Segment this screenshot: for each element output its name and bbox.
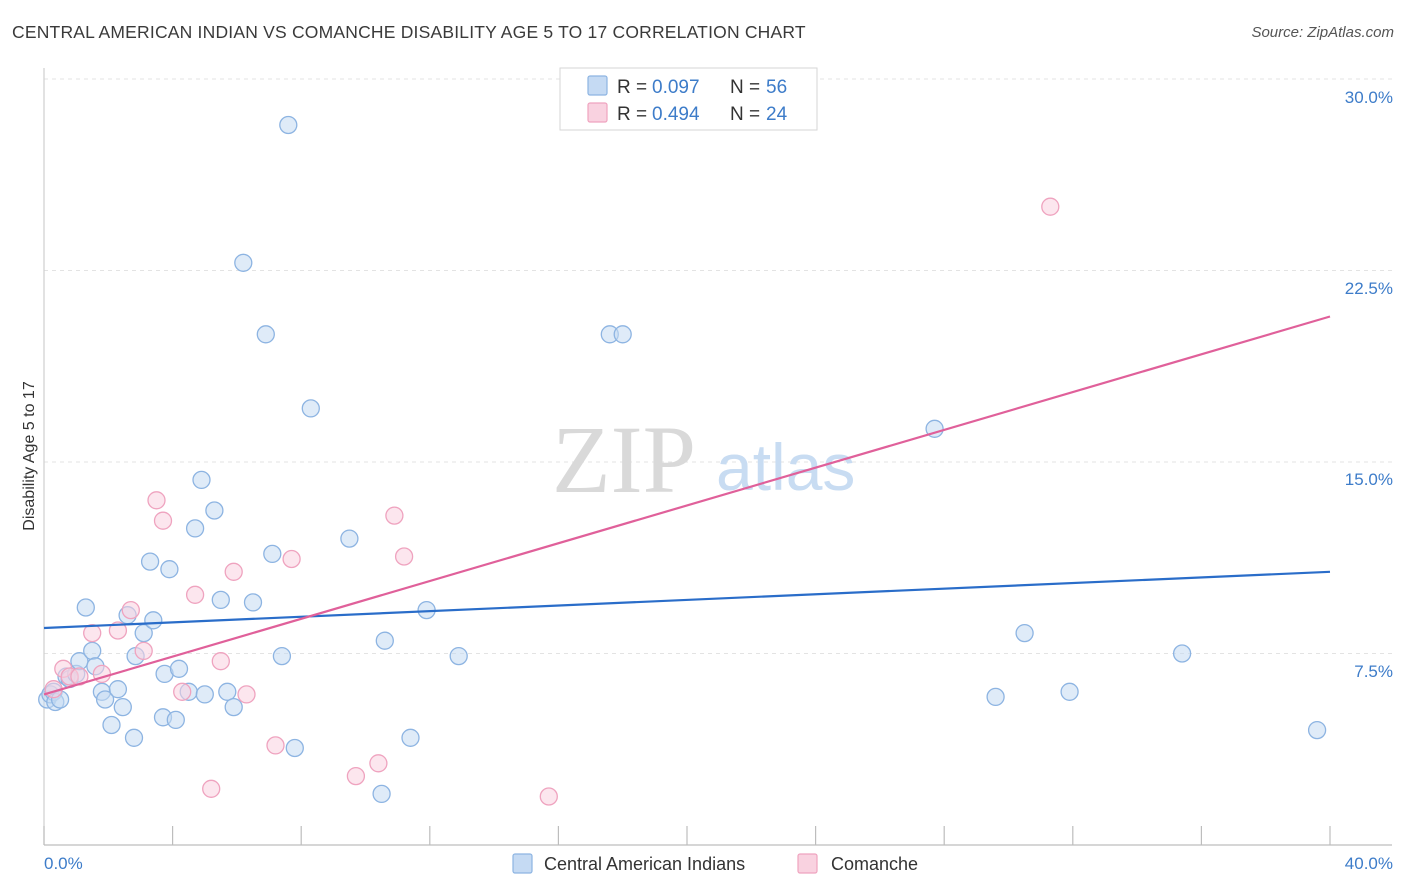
central-american-indians-point-21 [140, 552, 160, 571]
comanche-point-10 [153, 511, 173, 530]
legend-r-label-2: R = [617, 104, 647, 125]
comanche-point-15 [224, 562, 243, 581]
comanche-point-13 [202, 779, 221, 798]
source-label: Source: ZipAtlas.com [1251, 24, 1394, 41]
central-american-indians-point-53 [986, 687, 1005, 707]
watermark: ZIP atlas [552, 406, 855, 513]
comanche-point-6 [108, 621, 128, 640]
comanche-point-16 [237, 685, 256, 704]
central-american-indians-point-39 [263, 544, 282, 564]
central-american-indians-point-14 [102, 715, 121, 735]
central-american-indians-point-38 [256, 325, 275, 344]
legend-n-value-2: 24 [766, 104, 788, 125]
central-american-indians-point-13 [95, 690, 115, 709]
comanche-point-9 [147, 491, 166, 510]
legend-n-value-1: 56 [766, 77, 787, 98]
comanche-point-14 [211, 652, 230, 671]
central-american-indians-point-31 [195, 685, 214, 704]
comanche-point-19 [346, 766, 366, 786]
comanche-point-22 [394, 547, 414, 566]
legend-swatch-comanche [587, 102, 608, 123]
legend-r-label-1: R = [617, 77, 647, 98]
series-legend-label-comanche: Comanche [831, 854, 918, 874]
central-american-indians-point-43 [301, 399, 320, 418]
series-legend-swatch-comanche [797, 853, 818, 874]
central-american-indians-point-34 [218, 682, 237, 701]
central-american-indians-point-40 [272, 646, 292, 666]
central-american-indians-point-46 [375, 631, 394, 650]
data-points [38, 115, 1327, 806]
comanche-trend-line [43, 315, 1331, 696]
comanche-point-24 [1041, 197, 1060, 216]
axes [43, 68, 1392, 846]
central-american-indians-point-32 [205, 501, 224, 520]
central-american-indians-point-22 [144, 611, 163, 630]
comanche-point-18 [282, 549, 301, 569]
central-american-indians-point-37 [243, 593, 263, 612]
central-american-indians-trend-line [43, 570, 1331, 630]
comanche-point-20 [369, 754, 388, 773]
y-tick-label-30: 30.0% [1345, 88, 1393, 107]
central-american-indians-point-45 [372, 784, 391, 804]
legend-n-label-1: N = [730, 77, 760, 98]
central-american-indians-point-36 [234, 253, 253, 272]
central-american-indians-point-26 [166, 710, 185, 730]
legend-swatch-central-american-indians [587, 75, 608, 96]
legend-n-label-2: N = [730, 104, 760, 125]
comanche-point-7 [121, 600, 140, 620]
legend-r-value-1: 0.097 [652, 77, 700, 98]
chart-title: CENTRAL AMERICAN INDIAN VS COMANCHE DISA… [12, 22, 806, 42]
central-american-indians-point-56 [1172, 644, 1192, 663]
central-american-indians-point-49 [449, 646, 468, 666]
central-american-indians-point-33 [211, 590, 230, 610]
central-american-indians-point-16 [113, 697, 132, 717]
comanche-point-4 [83, 623, 102, 643]
watermark-atlas: atlas [716, 430, 855, 504]
central-american-indians-point-30 [192, 470, 211, 490]
central-american-indians-point-29 [185, 519, 205, 538]
series-legend-swatch-central-american-indians [512, 853, 533, 874]
central-american-indians-point-44 [340, 529, 359, 548]
central-american-indians-point-47 [401, 728, 420, 747]
series-legend-label-central-american-indians: Central American Indians [544, 854, 745, 874]
central-american-indians-point-10 [83, 641, 102, 661]
comanche-point-12 [185, 585, 205, 604]
comanche-point-8 [134, 641, 153, 661]
central-american-indians-point-35 [224, 697, 243, 717]
watermark-zip: ZIP [552, 406, 696, 513]
y-tick-label-15: 15.0% [1345, 470, 1393, 489]
central-american-indians-point-51 [613, 325, 632, 344]
central-american-indians-point-27 [169, 659, 189, 678]
central-american-indians-point-9 [76, 598, 95, 617]
central-american-indians-point-41 [279, 115, 298, 135]
trend-lines [43, 315, 1331, 696]
legend: R = 0.097 N = 56 R = 0.494 N = 24 [559, 67, 818, 131]
x-tick-label-min: 0.0% [44, 854, 83, 873]
series-legend: Central American Indians Comanche [512, 853, 918, 874]
comanche-point-11 [173, 682, 192, 701]
central-american-indians-point-57 [1307, 720, 1327, 740]
grid-lines [44, 78, 1392, 654]
comanche-point-21 [385, 506, 404, 525]
legend-r-value-2: 0.494 [652, 104, 700, 125]
central-american-indians-point-25 [160, 560, 179, 579]
y-axis-title: Disability Age 5 to 17 [21, 381, 38, 531]
comanche-point-17 [266, 736, 285, 755]
central-american-indians-point-15 [108, 680, 128, 699]
central-american-indians-point-55 [1060, 682, 1079, 701]
central-american-indians-point-18 [124, 728, 144, 747]
x-tick-label-max: 40.0% [1345, 854, 1393, 873]
central-american-indians-point-42 [285, 738, 304, 758]
y-tick-label-22-5: 22.5% [1345, 279, 1393, 298]
y-tick-label-7-5: 7.5% [1354, 662, 1393, 681]
comanche-point-23 [539, 787, 558, 806]
central-american-indians-point-54 [1015, 623, 1034, 643]
